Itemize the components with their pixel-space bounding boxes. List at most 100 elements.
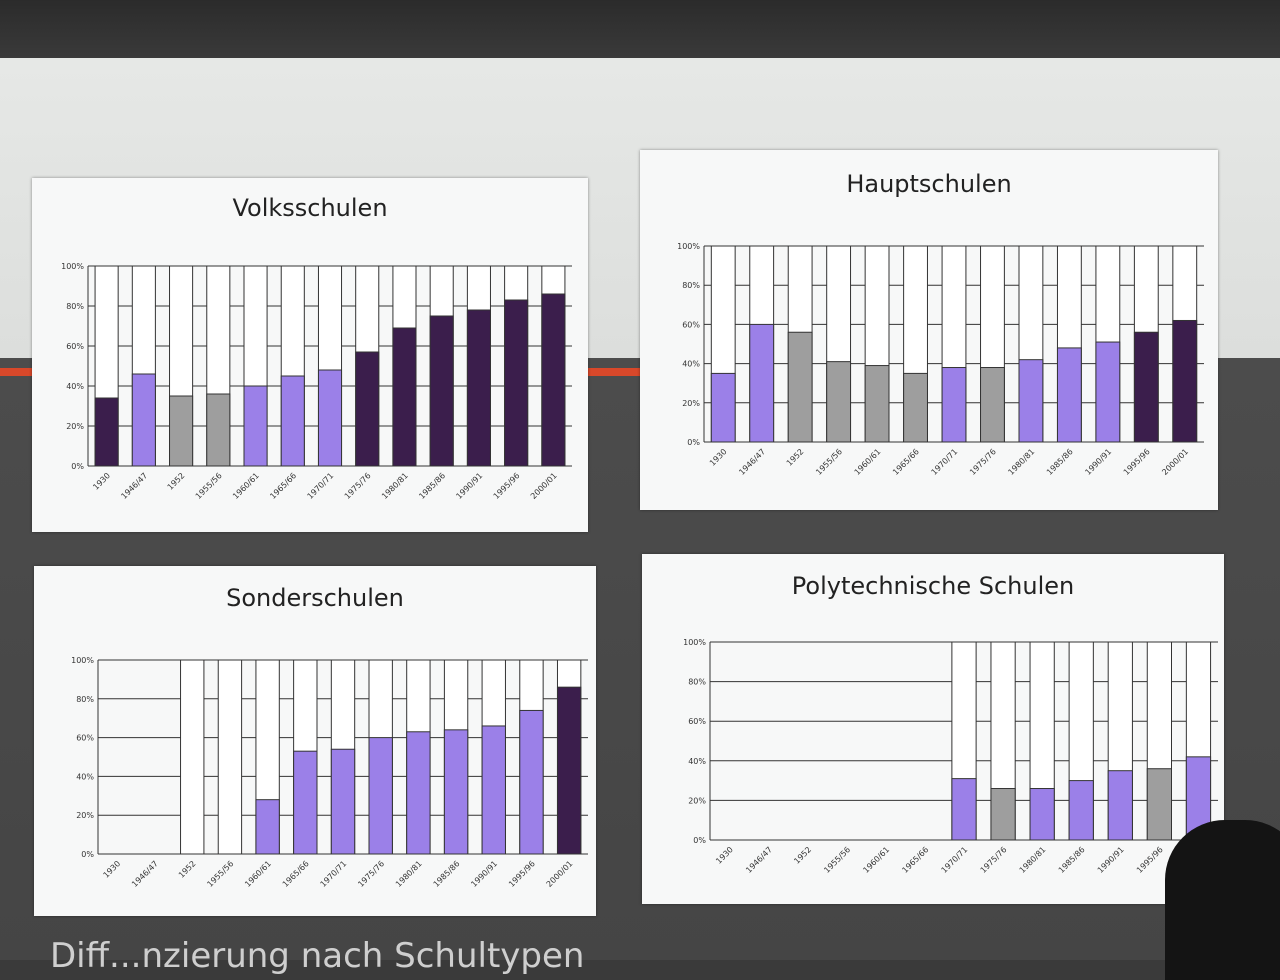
- y-tick-label: 40%: [66, 382, 84, 391]
- bar: [481, 725, 506, 855]
- x-tick-label: 1946/47: [744, 845, 774, 875]
- y-tick-label: 80%: [66, 302, 84, 311]
- chart-panel-sonderschulen: Sonderschulen 0% 20% 40% 60% 80% 100% 1930 1946…: [34, 566, 596, 916]
- bar: [787, 331, 813, 443]
- y-tick-label: 100%: [61, 262, 84, 271]
- x-tick-label: 1965/66: [268, 471, 298, 501]
- chart-title: Hauptschulen: [846, 170, 1012, 198]
- y-tick-label: 0%: [687, 438, 700, 447]
- y-tick-label: 100%: [71, 656, 94, 665]
- bar: [1107, 770, 1133, 841]
- bar: [206, 393, 231, 467]
- x-tick-label: 1980/81: [380, 471, 410, 501]
- x-tick-label: 1946/47: [737, 447, 767, 477]
- bar: [1018, 359, 1044, 443]
- x-tick-label: 1985/86: [1045, 447, 1075, 477]
- bar: [990, 788, 1016, 841]
- bar: [1068, 780, 1094, 841]
- x-tick-label: 1990/91: [1083, 447, 1113, 477]
- y-tick-label: 0%: [693, 836, 706, 845]
- x-tick-label: 1955/56: [205, 859, 235, 889]
- x-tick-label: 1970/71: [940, 845, 970, 875]
- x-tick-label: 1946/47: [119, 471, 149, 501]
- x-tick-label: 1970/71: [930, 447, 960, 477]
- bar: [1133, 331, 1159, 443]
- x-tick-label: 1995/96: [507, 859, 537, 889]
- y-tick-label: 20%: [688, 796, 706, 805]
- chart-title: Volksschulen: [232, 194, 388, 222]
- bar: [1029, 788, 1055, 841]
- bar: [1095, 341, 1121, 443]
- x-tick-label: 1990/91: [454, 471, 484, 501]
- bar: [951, 778, 977, 841]
- bar: [368, 737, 393, 855]
- bar: [541, 293, 566, 467]
- x-tick-label: 1955/56: [814, 447, 844, 477]
- bar: [429, 315, 454, 467]
- y-tick-label: 100%: [683, 638, 706, 647]
- x-tick-label: 1960/61: [861, 845, 891, 875]
- slide-caption: Diff...nzierung nach Schultypen: [50, 936, 585, 976]
- y-tick-label: 80%: [682, 281, 700, 290]
- x-tick-label: 1955/56: [194, 471, 224, 501]
- bar: [443, 729, 469, 855]
- bar: [131, 373, 156, 467]
- x-tick-label: 1930: [714, 845, 735, 866]
- bar: [280, 375, 305, 467]
- y-tick-label: 100%: [677, 242, 700, 251]
- x-tick-label: 1990/91: [1096, 845, 1126, 875]
- bar-remainder: [180, 659, 205, 855]
- x-tick-label: 1990/91: [469, 859, 499, 889]
- bar: [169, 395, 194, 467]
- bar: [941, 367, 967, 443]
- bar: [1056, 347, 1082, 443]
- chart-svg: 0% 20% 40% 60% 80% 100% 1930 1946/47 1952 1955/56…: [683, 638, 1218, 875]
- bar: [355, 351, 380, 467]
- bar-remainder: [217, 659, 243, 855]
- x-tick-label: 2000/01: [545, 859, 575, 889]
- bar: [519, 709, 544, 855]
- bar: [1146, 768, 1172, 841]
- bar: [710, 372, 736, 443]
- y-tick-label: 80%: [688, 678, 706, 687]
- x-tick-label: 1980/81: [394, 859, 424, 889]
- y-tick-label: 0%: [81, 850, 94, 859]
- chart-svg: 0% 20% 40% 60% 80% 100% 1930 1946/47 1952 1955/56…: [71, 656, 588, 889]
- x-tick-label: 1995/96: [1122, 447, 1152, 477]
- bar: [243, 385, 268, 467]
- x-tick-label: 1946/47: [130, 859, 160, 889]
- x-tick-label: 1975/76: [979, 845, 1009, 875]
- bar: [94, 397, 119, 467]
- x-tick-label: 1960/61: [231, 471, 261, 501]
- y-tick-label: 20%: [682, 399, 700, 408]
- x-tick-label: 1975/76: [968, 447, 998, 477]
- bar: [293, 750, 318, 855]
- bar: [330, 748, 356, 855]
- bar: [504, 299, 529, 467]
- y-tick-label: 20%: [76, 811, 94, 820]
- x-tick-label: 1975/76: [343, 471, 373, 501]
- chart-panel-polytechnische-schulen: Polytechnische Schulen 0% 20% 40% 60% 80% 100…: [642, 554, 1224, 904]
- chart-title: Polytechnische Schulen: [791, 572, 1075, 600]
- x-tick-label: 1930: [708, 447, 729, 468]
- x-tick-label: 1995/96: [1135, 845, 1165, 875]
- x-tick-label: 1930: [91, 471, 112, 492]
- bar: [826, 361, 852, 443]
- chart-panel-volksschulen: Volksschulen 0% 20% 40% 60% 80% 100% 1930 1946/…: [32, 178, 588, 532]
- chart-svg: 0% 20% 40% 60% 80% 100% 1930 1946/47 1952 1955/56…: [677, 242, 1204, 477]
- x-tick-label: 1952: [177, 859, 198, 880]
- x-tick-label: 1965/66: [900, 845, 930, 875]
- x-tick-label: 1955/56: [822, 845, 852, 875]
- x-tick-label: 1960/61: [853, 447, 883, 477]
- x-tick-label: 1985/86: [1057, 845, 1087, 875]
- y-tick-label: 20%: [66, 422, 84, 431]
- bar: [466, 309, 491, 467]
- bar: [749, 323, 775, 443]
- x-tick-label: 1980/81: [1006, 447, 1036, 477]
- x-tick-label: 1970/71: [319, 859, 349, 889]
- x-tick-label: 1985/86: [432, 859, 462, 889]
- bar: [392, 327, 417, 467]
- y-tick-label: 0%: [71, 462, 84, 471]
- x-tick-label: 1965/66: [891, 447, 921, 477]
- y-tick-label: 60%: [76, 734, 94, 743]
